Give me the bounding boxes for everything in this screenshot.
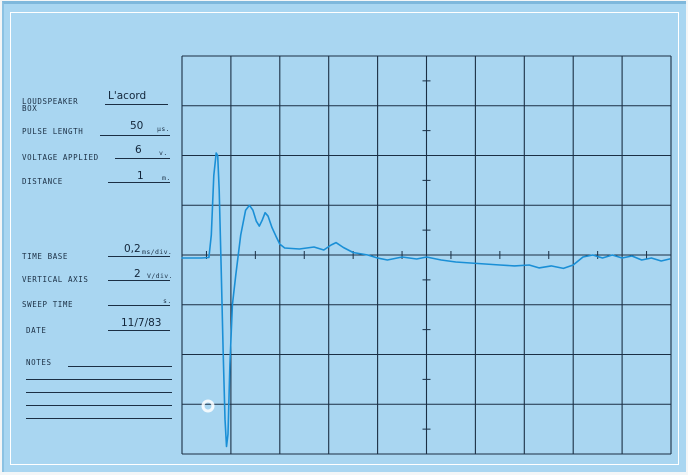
notes-label: NOTES (26, 358, 52, 367)
notes-line-4 (26, 405, 172, 406)
loudspeaker-label: LOUDSPEAKER (22, 97, 79, 106)
distance-label: DISTANCE (22, 177, 63, 186)
vertical-axis-label: VERTICAL AXIS (22, 275, 89, 284)
distance-value: 1 (137, 170, 144, 182)
distance-unit: m. (162, 174, 171, 182)
sweep-time-unit: s. (163, 297, 172, 305)
pulse-length-value: 50 (130, 120, 144, 132)
vertical-axis-line (108, 280, 170, 281)
glare-spot (201, 399, 215, 413)
graticule-ticks (205, 80, 648, 430)
sweep-time-line (108, 305, 170, 306)
voltage-applied-unit: v. (159, 149, 168, 157)
time-base-label: TIME BASE (22, 252, 69, 261)
time-base-line (108, 256, 170, 257)
voltage-applied-label: VOLTAGE APPLIED (22, 153, 99, 162)
vertical-axis-value: 2 (134, 268, 141, 280)
sheet-inner-border (10, 12, 679, 465)
pulse-length-label: PULSE LENGTH (22, 127, 84, 136)
date-label: DATE (26, 326, 47, 335)
oscilloscope-chart (181, 55, 672, 455)
loudspeaker-value: L'acord (108, 90, 147, 102)
voltage-applied-value: 6 (135, 144, 142, 156)
notes-line-5 (26, 418, 172, 419)
date-value: 11/7/83 (121, 317, 162, 329)
box-label: BOX (22, 104, 38, 113)
loudspeaker-line (105, 104, 168, 105)
sweep-time-label: SWEEP TIME (22, 300, 74, 309)
trace-layer (181, 152, 671, 448)
date-line (108, 330, 170, 331)
distance-line (108, 182, 170, 183)
pulse-length-unit: µs. (157, 125, 170, 133)
voltage-applied-line (115, 158, 170, 159)
vertical-axis-unit: V/div. (147, 272, 173, 280)
graticule (181, 55, 672, 455)
notes-line-2 (26, 379, 172, 380)
time-base-unit: ms/div. (142, 248, 173, 256)
time-base-value: 0,2 (124, 243, 141, 255)
waveform-trace (181, 152, 671, 448)
notes-line-1 (68, 366, 172, 367)
pulse-length-line (100, 135, 170, 136)
notes-line-3 (26, 392, 172, 393)
